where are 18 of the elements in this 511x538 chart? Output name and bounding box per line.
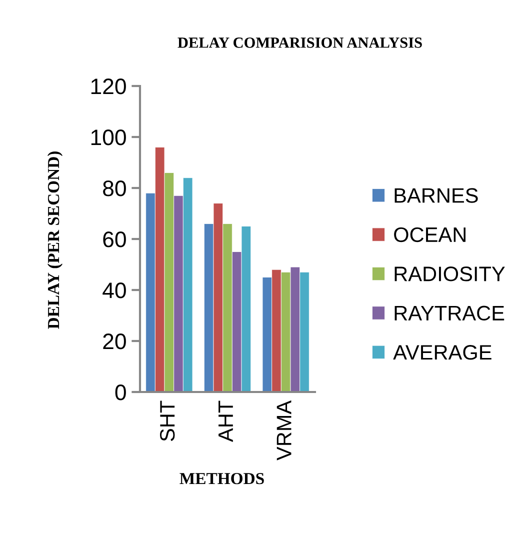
- y-tick-label: 20: [103, 334, 126, 350]
- legend-label: OCEAN: [394, 227, 466, 242]
- chart-title: DELAY COMPARISION ANALYSIS: [178, 38, 422, 48]
- x-tick-label: VRMA: [276, 400, 292, 460]
- y-tick-label: 40: [102, 282, 126, 298]
- y-tick-label: 120: [91, 78, 126, 94]
- legend-label: BARNES: [394, 188, 478, 203]
- x-tick-label: SHT: [160, 400, 175, 442]
- legend-label: RAYTRACE: [394, 306, 504, 321]
- legend-label: RADIOSITY: [394, 266, 505, 282]
- x-axis-title: METHODS: [180, 472, 264, 484]
- y-tick-label: 60: [103, 232, 126, 248]
- y-tick-label: 80: [103, 180, 126, 196]
- y-tick-label: 0: [115, 384, 126, 400]
- x-tick-label: AHT: [218, 400, 233, 442]
- y-axis-title: DELAY (PER SECOND): [47, 152, 63, 329]
- legend-label: AVERAGE: [393, 344, 492, 360]
- y-tick-label: 100: [91, 130, 126, 146]
